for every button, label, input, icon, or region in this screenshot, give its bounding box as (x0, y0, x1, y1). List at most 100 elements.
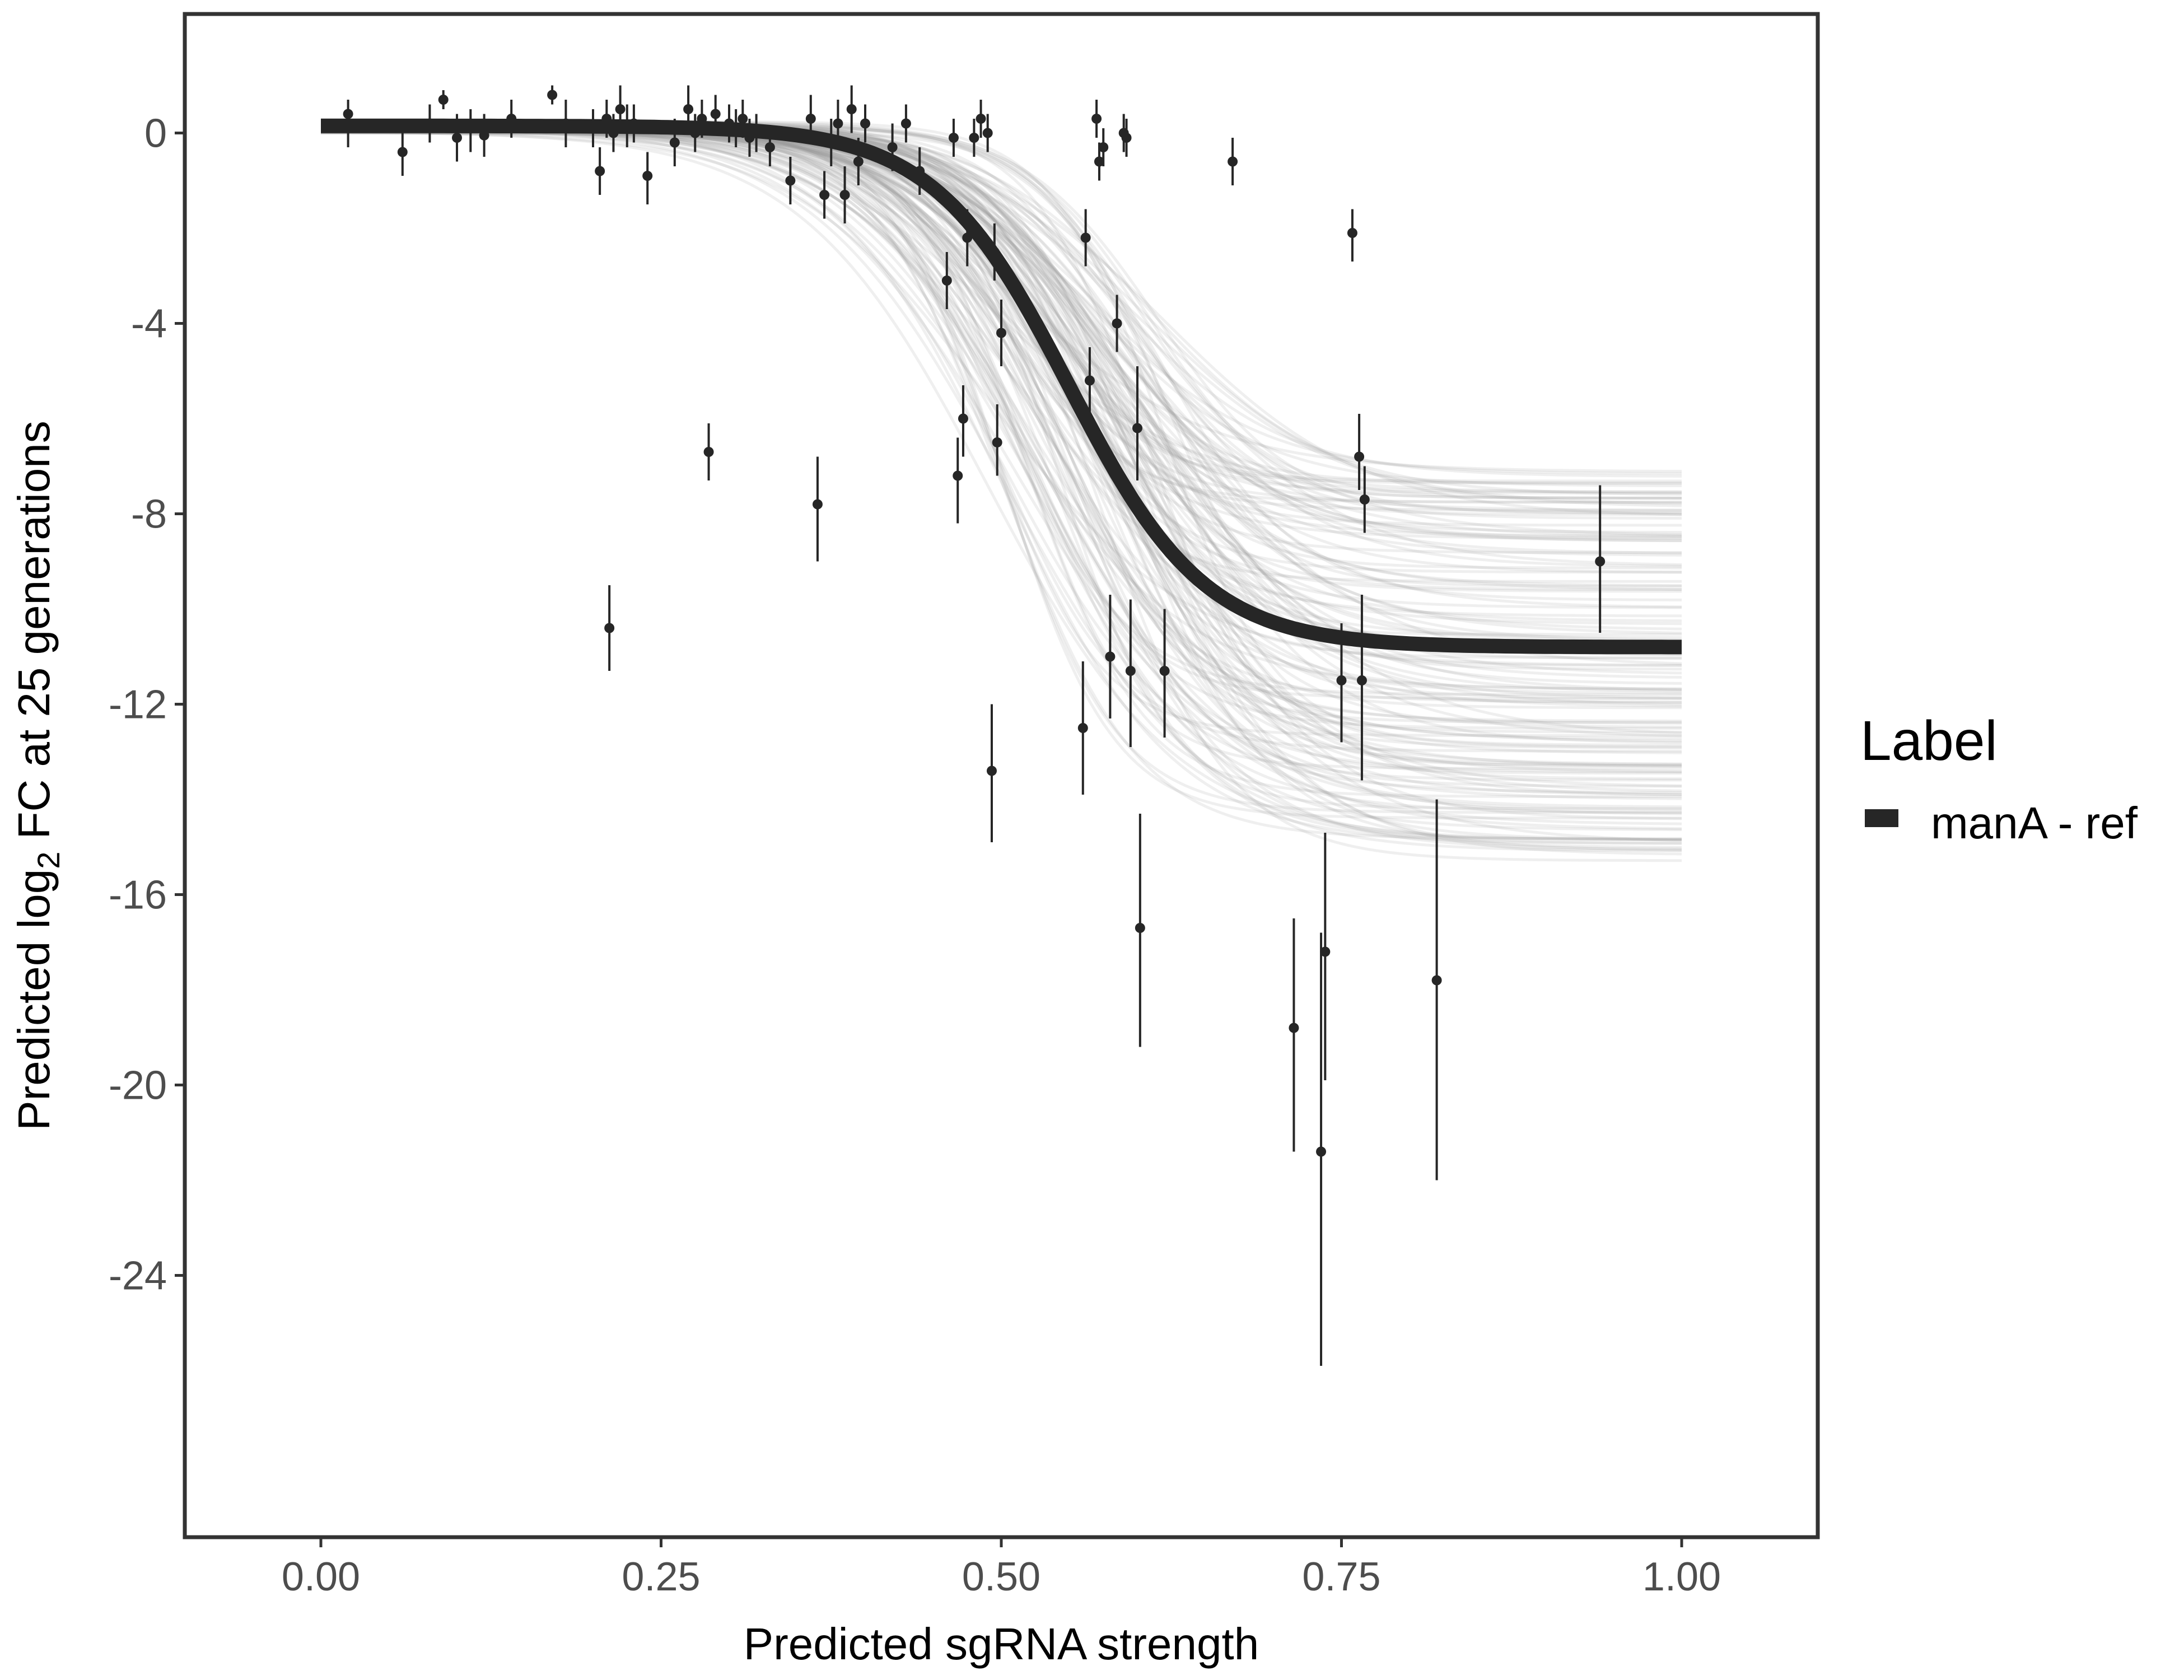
posterior-draw-line (320, 130, 1682, 842)
point-marker (1336, 675, 1347, 685)
point-marker (941, 276, 952, 286)
data-point (1077, 661, 1088, 795)
data-point (1112, 295, 1122, 352)
data-point (1105, 595, 1116, 718)
point-marker (996, 328, 1006, 338)
data-point (1356, 595, 1367, 781)
x-tick-label: 0.75 (1302, 1555, 1380, 1599)
y-axis-title-prefix: Predicted log (9, 869, 59, 1131)
data-point (1080, 209, 1091, 267)
point-marker (343, 109, 353, 119)
point-marker (397, 147, 408, 157)
point-marker (1098, 142, 1109, 152)
fit-curve-layer (321, 118, 1682, 655)
point-marker (683, 104, 694, 114)
point-marker (1159, 666, 1170, 676)
point-marker (1354, 451, 1365, 462)
point-marker (805, 114, 816, 124)
data-point (1359, 466, 1370, 533)
x-tick-label: 0.00 (282, 1555, 360, 1599)
data-point (1320, 833, 1331, 1080)
data-point (996, 300, 1006, 366)
point-marker (1595, 556, 1606, 567)
point-marker (860, 118, 870, 129)
point-marker (953, 470, 963, 481)
point-marker (738, 114, 748, 124)
point-marker (764, 142, 775, 152)
data-point (1132, 366, 1142, 480)
data-point (1084, 347, 1095, 414)
point-marker (595, 166, 605, 176)
x-tick-label: 1.00 (1642, 1555, 1721, 1599)
point-marker (1316, 1146, 1327, 1157)
data-point (969, 119, 979, 157)
point-marker (812, 499, 823, 510)
point-marker (1084, 375, 1095, 386)
point-marker (438, 95, 449, 105)
x-tick-label: 0.25 (622, 1555, 700, 1599)
x-axis-title: Predicted sgRNA strength (744, 1619, 1259, 1669)
point-marker (642, 171, 653, 181)
point-marker (846, 104, 857, 114)
point-marker (1105, 651, 1116, 662)
data-point (976, 100, 986, 138)
legend: Label manA - ref (1860, 710, 2138, 848)
data-point (860, 104, 870, 143)
point-marker (1132, 423, 1142, 433)
point-marker (1094, 156, 1104, 167)
point-marker (669, 137, 680, 148)
point-marker (900, 118, 911, 129)
point-marker (986, 766, 997, 776)
y-tick-label: 0 (144, 111, 167, 156)
point-marker (853, 156, 864, 167)
y-axis-title: Predicted log2 FC at 25 generations (9, 421, 66, 1130)
point-marker (1091, 114, 1102, 124)
point-marker (958, 413, 968, 424)
y-tick-label: -4 (131, 302, 167, 347)
point-marker (785, 175, 796, 186)
point-marker (969, 133, 979, 143)
point-marker (1356, 675, 1367, 685)
y-axis-title-subscript: 2 (31, 852, 66, 869)
data-point (1098, 128, 1109, 166)
posterior-draw-line (320, 130, 1682, 667)
point-marker (710, 109, 721, 119)
y-tick-label: -20 (109, 1063, 167, 1108)
point-marker (976, 114, 986, 124)
data-point (958, 385, 968, 457)
point-marker (547, 90, 558, 100)
posterior-draw-line (321, 131, 1682, 634)
y-tick-label: -12 (109, 683, 167, 727)
data-point (948, 119, 959, 157)
data-point (1431, 799, 1442, 1180)
point-marker (1431, 975, 1442, 986)
point-marker (833, 118, 843, 129)
y-axis: 0 -4 -8 -12 -16 -20 -24 (109, 111, 185, 1299)
data-point (1135, 814, 1145, 1047)
data-point (953, 437, 963, 524)
point-marker (1320, 946, 1331, 957)
x-tick-label: 0.50 (962, 1555, 1040, 1599)
y-tick-label: -24 (109, 1254, 167, 1299)
data-point (1121, 119, 1132, 157)
posterior-draw-line (320, 126, 1682, 849)
point-marker (1228, 156, 1238, 167)
data-point (839, 166, 850, 223)
point-marker (604, 623, 615, 633)
data-point (1347, 209, 1357, 262)
point-marker (839, 190, 850, 200)
data-point (819, 171, 830, 219)
y-axis-title-suffix: FC at 25 generations (9, 421, 59, 851)
data-point (1159, 609, 1170, 738)
point-marker (1112, 318, 1122, 329)
posterior-draw-line (320, 131, 1682, 845)
legend-entry-label: manA - ref (1931, 798, 2138, 848)
point-marker (992, 437, 1002, 447)
data-point (982, 114, 993, 152)
point-marker (1125, 666, 1136, 676)
posterior-band (320, 119, 1682, 862)
data-point (785, 157, 796, 204)
data-point (1091, 100, 1102, 138)
data-point (986, 704, 997, 842)
